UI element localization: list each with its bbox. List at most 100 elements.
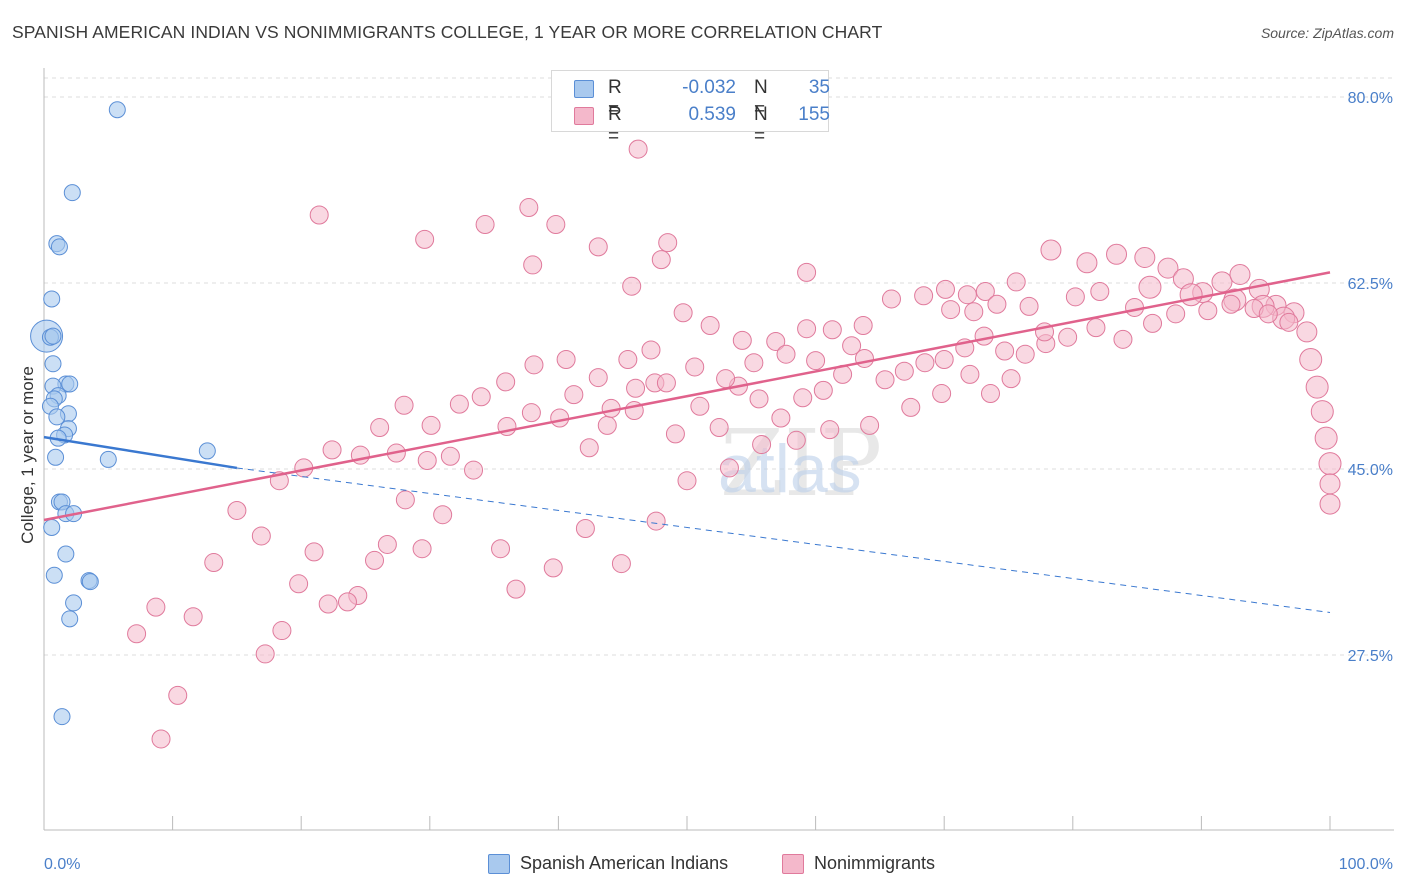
spanish-american-indians-point bbox=[43, 290, 61, 308]
r-value: 0.539 bbox=[688, 104, 736, 125]
nonimmigrants-point bbox=[146, 597, 166, 617]
nonimmigrants-point bbox=[575, 519, 595, 539]
nonimmigrants-point bbox=[204, 553, 224, 573]
y-tick-label: 80.0% bbox=[1348, 90, 1393, 107]
nonimmigrants-point bbox=[894, 361, 914, 381]
nonimmigrants-point bbox=[744, 353, 764, 373]
legend-label: Spanish American Indians bbox=[520, 853, 729, 873]
n-label: N = bbox=[754, 104, 768, 147]
nonimmigrants-point bbox=[749, 389, 769, 409]
nonimmigrants-point bbox=[673, 303, 693, 323]
nonimmigrants-points bbox=[127, 139, 1342, 749]
nonimmigrants-point bbox=[394, 395, 414, 415]
nonimmigrants-point bbox=[776, 344, 796, 364]
nonimmigrants-point bbox=[935, 279, 955, 299]
spanish-american-indians-point bbox=[65, 594, 83, 612]
nonimmigrants-point bbox=[1310, 400, 1334, 424]
spanish-american-indians-point bbox=[57, 545, 75, 563]
nonimmigrants-point bbox=[556, 350, 576, 370]
y-tick-label: 62.5% bbox=[1348, 276, 1393, 293]
blue-swatch-icon bbox=[488, 854, 510, 874]
nonimmigrants-point bbox=[272, 621, 292, 641]
spanish-american-indians-point bbox=[63, 184, 81, 202]
nonimmigrants-point bbox=[974, 326, 994, 346]
nonimmigrants-point bbox=[658, 233, 678, 253]
nonimmigrants-point bbox=[797, 262, 817, 282]
trend-lines bbox=[43, 271, 1331, 613]
spanish-american-indians-point bbox=[99, 450, 117, 468]
nonimmigrants-point bbox=[960, 364, 980, 384]
watermark-zip: ZIP bbox=[720, 410, 882, 517]
nonimmigrants-point bbox=[820, 420, 840, 440]
nonimmigrants-point bbox=[822, 320, 842, 340]
nonimmigrants-point bbox=[127, 624, 147, 644]
n-value: 155 bbox=[798, 104, 830, 125]
nonimmigrants-point bbox=[786, 430, 806, 450]
nonimmigrants-point bbox=[628, 139, 648, 159]
spanish-american-indians-point bbox=[44, 327, 62, 345]
legend-label: Nonimmigrants bbox=[814, 853, 936, 873]
nonimmigrants-point bbox=[1299, 348, 1323, 372]
nonimmigrants-point bbox=[440, 446, 460, 466]
nonimmigrants-point bbox=[579, 438, 599, 458]
nonimmigrants-point bbox=[415, 229, 435, 249]
nonimmigrants-point bbox=[732, 330, 752, 350]
nonimmigrants-point bbox=[797, 319, 817, 339]
nonimmigrants-point bbox=[685, 357, 705, 377]
nonimmigrants-point bbox=[1229, 263, 1251, 285]
nonimmigrants-point bbox=[957, 285, 977, 305]
nonimmigrants-point bbox=[1319, 473, 1341, 495]
nonimmigrants-point bbox=[588, 237, 608, 257]
nonimmigrants-point bbox=[932, 384, 952, 404]
n-label: N = bbox=[754, 77, 768, 120]
r-label: R = bbox=[608, 77, 622, 120]
nonimmigrants-point bbox=[289, 574, 309, 594]
spanish-american-indians-point bbox=[81, 573, 99, 591]
nonimmigrants-point bbox=[395, 490, 415, 510]
nonimmigrants-point bbox=[901, 397, 921, 417]
nonimmigrants-point bbox=[421, 415, 441, 435]
nonimmigrants-point bbox=[881, 289, 901, 309]
r-label: R = bbox=[608, 104, 622, 147]
correlation-legend: R = -0.032 N = 35 R = 0.539 N = 155 bbox=[551, 70, 830, 147]
nonimmigrants-point bbox=[766, 331, 786, 351]
nonimmigrants-point bbox=[651, 250, 671, 270]
nonimmigrants-point bbox=[934, 350, 954, 370]
blue-swatch-icon bbox=[574, 80, 594, 98]
nonimmigrants-point bbox=[1001, 369, 1021, 389]
nonimmigrants-point bbox=[806, 351, 826, 371]
nonimmigrants-point bbox=[496, 372, 516, 392]
nonimmigrants-point bbox=[1090, 282, 1110, 302]
nonimmigrants-point bbox=[646, 511, 666, 531]
nonimmigrants-point bbox=[964, 302, 984, 322]
nonimmigrants-point bbox=[1318, 452, 1342, 476]
nonimmigrants-point bbox=[506, 579, 526, 599]
source-label: Source: ZipAtlas.com bbox=[1260, 25, 1394, 41]
nonimmigrants-point bbox=[626, 378, 646, 398]
nonimmigrants-point bbox=[168, 685, 188, 705]
nonimmigrants-point bbox=[1076, 252, 1098, 274]
nonimmigrants-point bbox=[915, 353, 935, 373]
n-value: 35 bbox=[808, 77, 830, 98]
nonimmigrants-point bbox=[665, 424, 685, 444]
nonimmigrants-point bbox=[1296, 321, 1318, 343]
spanish-american-indians-point bbox=[108, 101, 126, 119]
nonimmigrants-point bbox=[1279, 312, 1299, 332]
x-tick-label: 100.0% bbox=[1339, 856, 1393, 873]
nonimmigrants-point bbox=[597, 415, 617, 435]
nonimmigrants-point bbox=[337, 592, 357, 612]
nonimmigrants-point bbox=[1015, 344, 1035, 364]
nonimmigrants-point bbox=[987, 294, 1007, 314]
grid-lines bbox=[44, 77, 1394, 656]
nonimmigrants-point bbox=[914, 286, 934, 306]
nonimmigrants-point bbox=[1134, 246, 1156, 268]
nonimmigrants-point bbox=[183, 607, 203, 627]
nonimmigrants-point bbox=[370, 418, 390, 438]
spanish-american-indians-point bbox=[61, 375, 79, 393]
nonimmigrants-point bbox=[1040, 239, 1062, 261]
nonimmigrants-point bbox=[251, 526, 271, 546]
nonimmigrants-point bbox=[564, 385, 584, 405]
spanish-american-indians-points bbox=[30, 101, 216, 726]
nonimmigrants-point bbox=[322, 440, 342, 460]
